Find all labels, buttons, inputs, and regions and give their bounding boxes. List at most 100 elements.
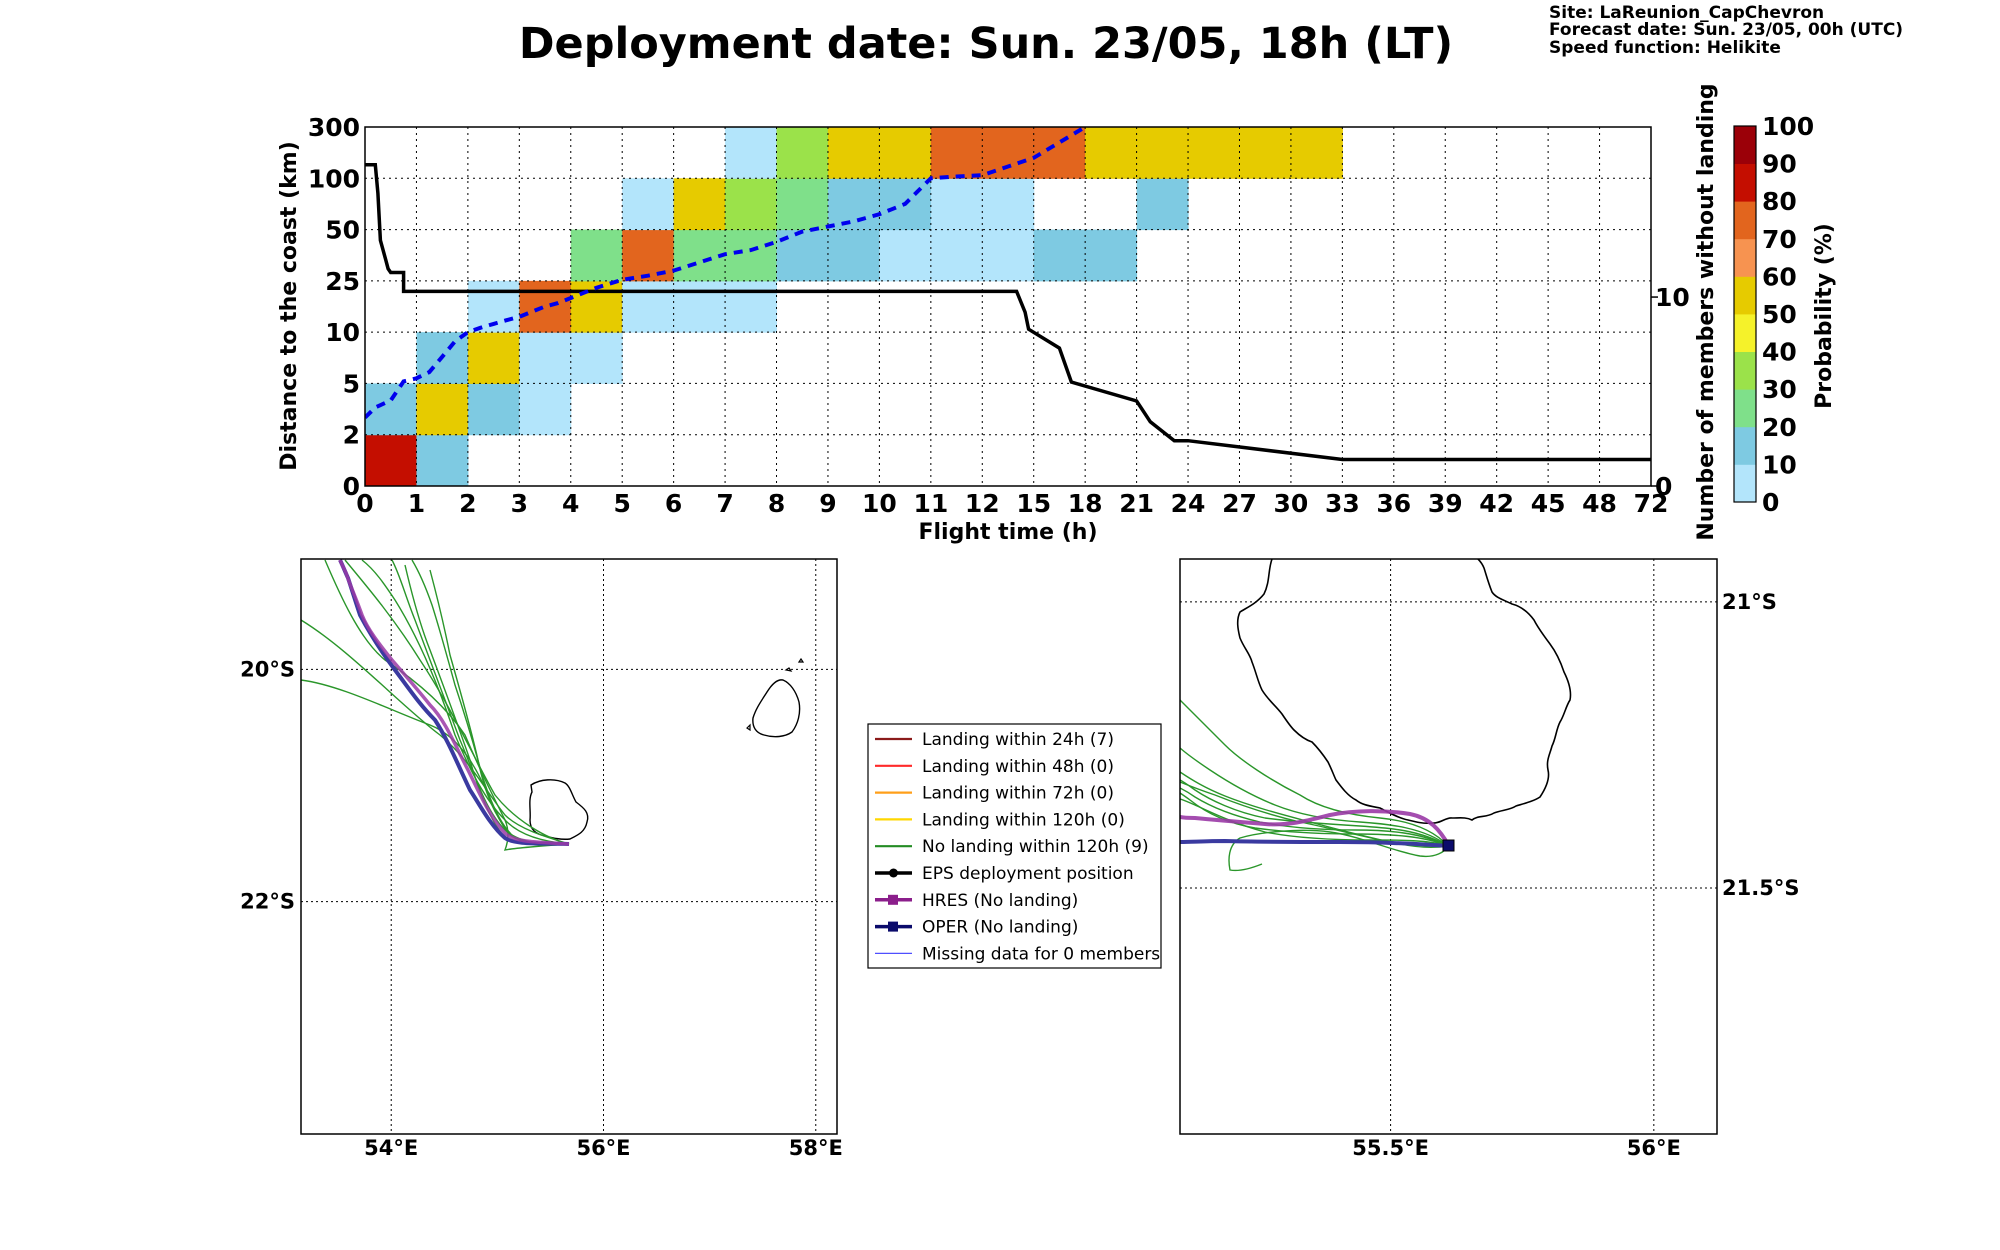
y-tick-label: 50 [325, 216, 360, 245]
median-distance-line [365, 127, 1087, 420]
x-tick-label: 10 [862, 489, 897, 518]
longitude-tick-label: 56°E [1627, 1136, 1681, 1160]
colorbar-tick-label: 40 [1762, 338, 1797, 367]
legend-item: OPER (No landing) [875, 918, 1078, 938]
legend-marker [888, 921, 898, 932]
heatmap-frame [364, 126, 1652, 487]
y-axis-label: Distance to the coast (km) [277, 141, 302, 471]
longitude-tick-label: 58°E [789, 1136, 843, 1160]
forecast-date-label: Forecast date: Sun. 23/05, 00h (UTC) [1549, 20, 1903, 40]
deployment-position-marker [1442, 839, 1455, 852]
legend-item: Landing within 48h (0) [875, 757, 1114, 777]
heatmap-cell [725, 229, 778, 282]
heatmap-cell [1085, 127, 1138, 179]
heatmap-cell [982, 127, 1035, 179]
heatmap-cell [365, 434, 417, 487]
heatmap-cell [673, 178, 726, 231]
heatmap-grid [365, 127, 1651, 486]
colorbar-tick-label: 90 [1762, 150, 1797, 179]
legend-item: Landing within 24h (7) [875, 730, 1114, 750]
colorbar-segment [1734, 464, 1756, 503]
x-tick-label: 4 [562, 489, 579, 518]
colorbar-tick-label: 70 [1762, 225, 1797, 254]
latitude-tick-label: 21.5°S [1722, 876, 1799, 900]
heatmap-cell [982, 178, 1035, 231]
distance-heatmap [365, 127, 1343, 487]
x-tick-label: 12 [965, 489, 1000, 518]
heatmap-cell [365, 383, 417, 436]
x-tick-label: 42 [1479, 489, 1514, 518]
legend-item: Landing within 72h (0) [875, 784, 1114, 804]
heatmap-cell [776, 178, 829, 231]
latitude-tick-label: 20°S [240, 657, 295, 681]
heatmap-cell [1290, 127, 1343, 179]
legend-label: EPS deployment position [922, 864, 1134, 884]
site-label: Site: LaReunion_CapChevron [1549, 3, 1824, 23]
hres-trajectory-left [338, 559, 570, 846]
legend-label: OPER (No landing) [922, 918, 1078, 938]
y-tick-label: 0 [343, 472, 360, 501]
heatmap-cell [622, 280, 675, 333]
heatmap-cell [622, 229, 675, 282]
x-tick-label: 72 [1634, 489, 1669, 518]
heatmap-cell [519, 332, 572, 384]
legend-item: Landing within 120h (0) [875, 810, 1125, 830]
x-tick-label: 48 [1582, 489, 1617, 518]
map-right: 55.5°E 56°E 21°S 21.5°S [1179, 558, 1799, 1160]
longitude-tick-label: 54°E [364, 1136, 418, 1160]
map-left-tick-labels: 54°E 56°E 58°E 20°S 22°S [240, 657, 843, 1160]
map-left: 54°E 56°E 58°E 20°S 22°S [240, 558, 843, 1160]
heatmap-cell [725, 280, 778, 333]
heatmap-cell [930, 178, 983, 231]
members-without-landing-line [365, 163, 1651, 462]
x-tick-label: 7 [716, 489, 733, 518]
x-tick-label: 8 [768, 489, 785, 518]
x-tick-label: 33 [1325, 489, 1360, 518]
heatmap-cell [673, 280, 726, 333]
map-right-grid [1180, 559, 1717, 1134]
y2-tick-label: 0 [1655, 472, 1672, 501]
x-tick-label: 24 [1171, 489, 1206, 518]
latitude-tick-label: 21°S [1722, 590, 1777, 614]
heatmap-cell [1239, 127, 1292, 179]
x-tick-label: 3 [511, 489, 528, 518]
legend-item: HRES (No landing) [875, 891, 1078, 911]
x-tick-label: 21 [1119, 489, 1154, 518]
heatmap-cell [519, 383, 572, 436]
colorbar-frame [1733, 125, 1757, 503]
heatmap-cell [622, 178, 675, 231]
heatmap-cell [673, 229, 726, 282]
colorbar-tick-label: 100 [1762, 112, 1814, 141]
x-tick-label: 27 [1222, 489, 1257, 518]
heatmap-cell [1136, 178, 1189, 231]
mauritius-islet-3 [746, 723, 751, 732]
mauritius-islet-2 [797, 657, 805, 663]
map-left-content [301, 559, 805, 851]
heatmap-cell [570, 229, 623, 282]
heatmap-cell [930, 127, 983, 179]
colorbar-segment [1734, 276, 1756, 315]
x-tick-label: 11 [913, 489, 948, 518]
heatmap-cell [827, 178, 880, 231]
reunion-island-coastline [529, 779, 589, 840]
colorbar-label: Probability (%) [1812, 223, 1837, 409]
heatmap-cell [416, 434, 469, 487]
legend-label: Landing within 24h (7) [922, 730, 1114, 750]
heatmap-cell [1033, 229, 1086, 282]
map-left-frame [300, 558, 838, 1135]
colorbar-tick-label: 0 [1762, 488, 1779, 517]
y2-axis-label: Number of members without landing [1694, 83, 1719, 540]
x-tick-label: 39 [1428, 489, 1463, 518]
x-axis-label: Flight time (h) [918, 520, 1097, 545]
x-tick-label: 0 [356, 489, 373, 518]
heatmap-cell [725, 127, 778, 179]
legend-box [867, 723, 1162, 969]
heatmap-cell [827, 229, 880, 282]
colorbar-tick-label: 30 [1762, 375, 1797, 404]
colorbar-tick-labels: 0 10 20 30 40 50 60 70 80 90 100 [1762, 112, 1814, 517]
x-tick-label: 2 [459, 489, 476, 518]
x-tick-label: 15 [1016, 489, 1051, 518]
colorbar-tick-label: 10 [1762, 450, 1797, 479]
colorbar [1733, 125, 1757, 503]
y-tick-label: 300 [308, 113, 360, 142]
